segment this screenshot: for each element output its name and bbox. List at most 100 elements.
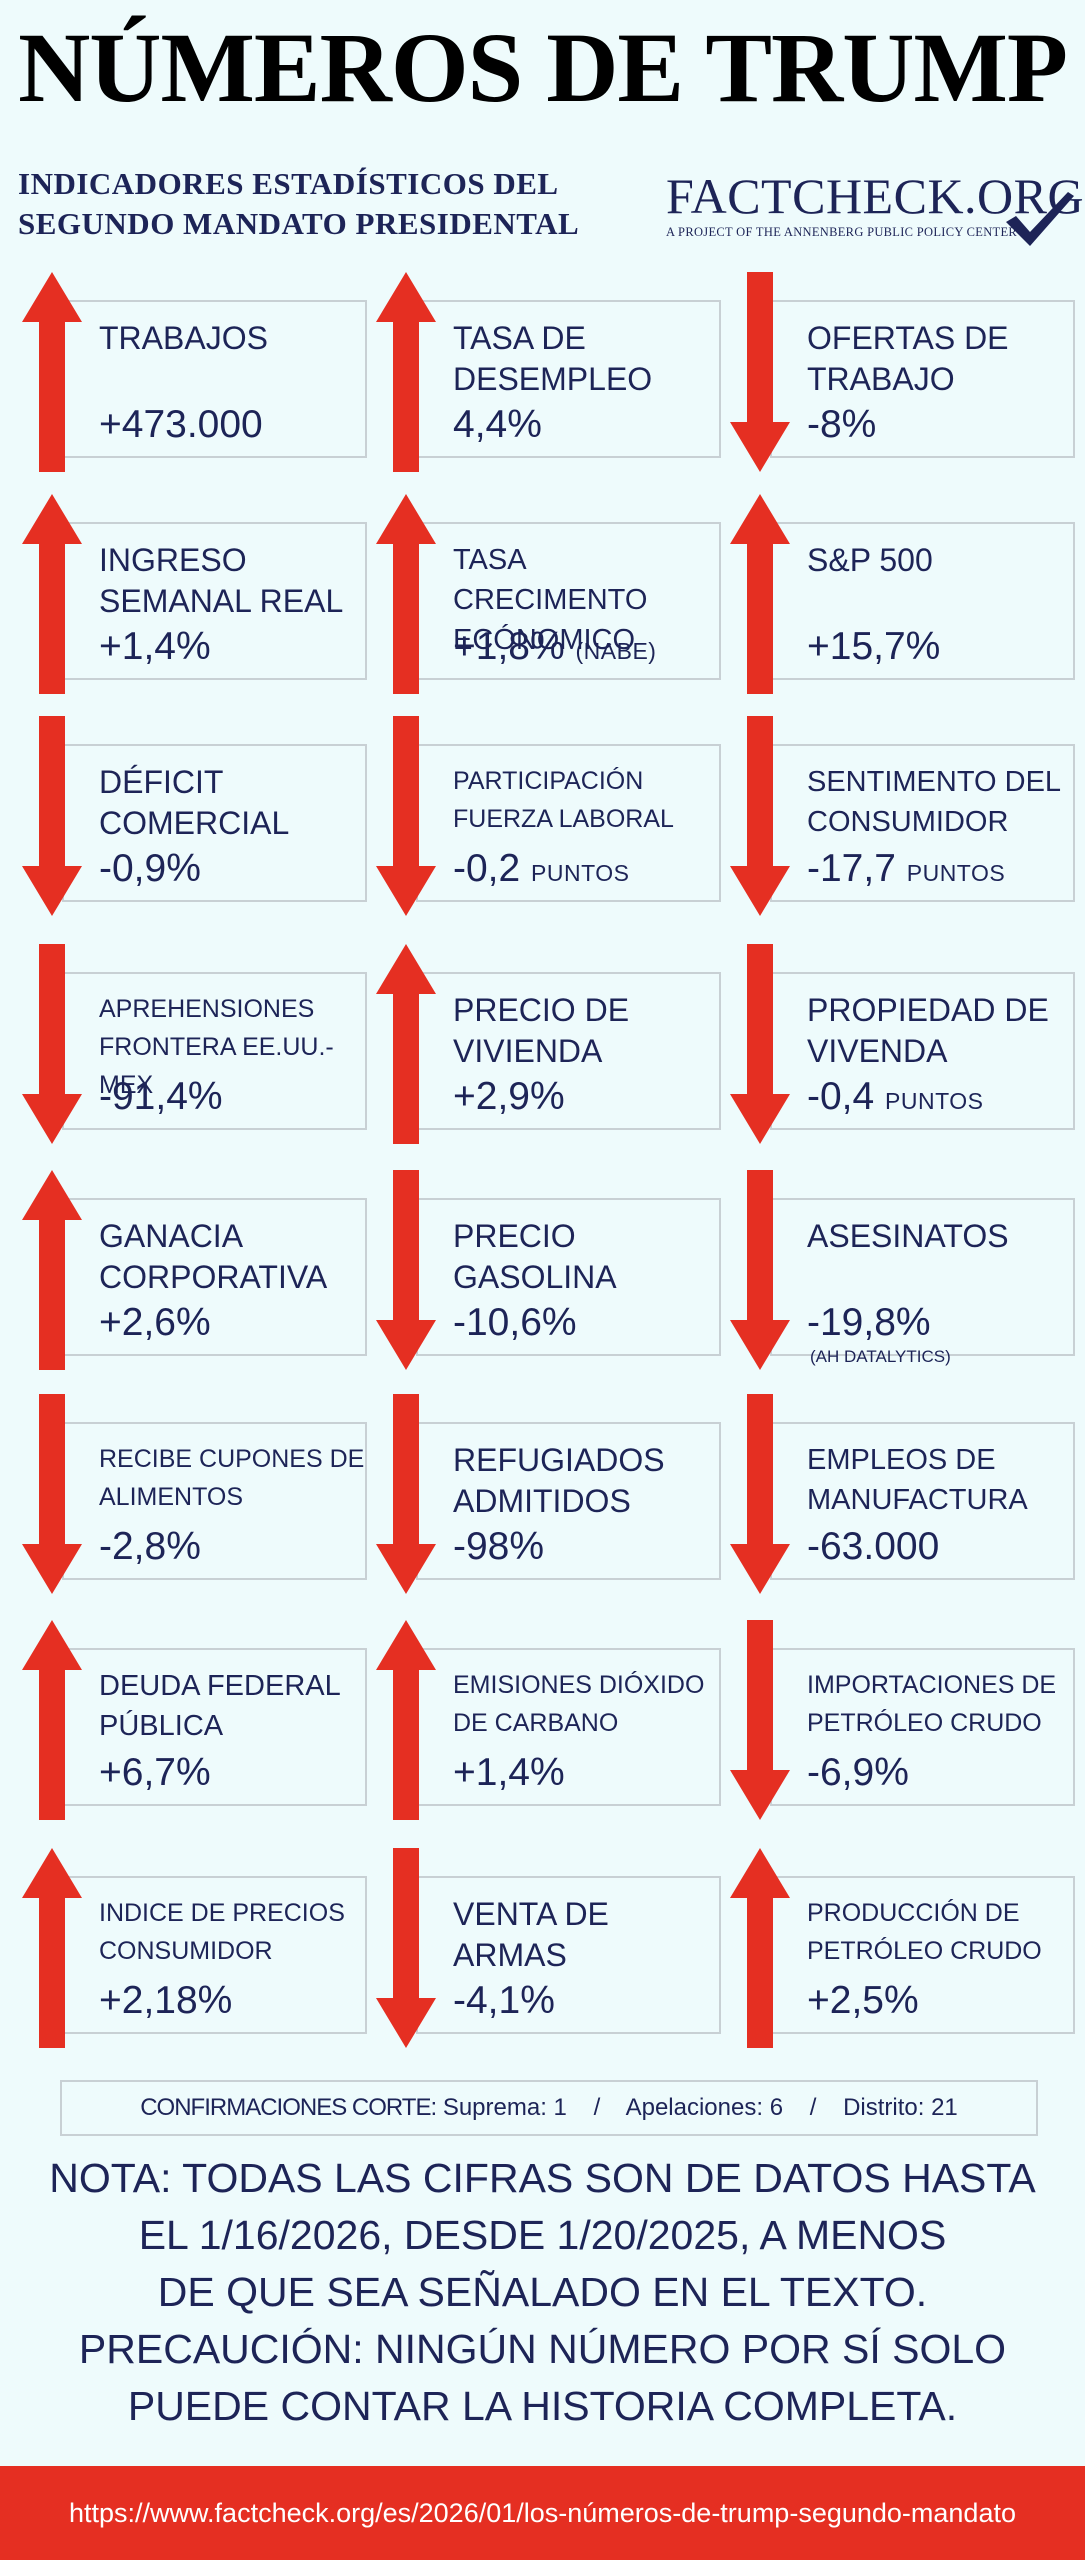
indicator-box xyxy=(416,1876,721,2034)
indicator-unit-note: PUNTOS xyxy=(885,1088,984,1114)
checkmark-icon xyxy=(1006,192,1074,246)
indicator-value-number: -8% xyxy=(807,403,877,446)
indicator-value-number: +1,4% xyxy=(453,1751,565,1794)
indicator-value: +15,7% xyxy=(807,624,940,670)
indicator-label: TRABAJOS xyxy=(99,320,268,356)
indicator-value: +1,8% (NABE) xyxy=(453,624,656,674)
indicator-box xyxy=(416,1648,721,1806)
indicator-value-number: +15,7% xyxy=(807,625,941,668)
indicator-value-number: -0,9% xyxy=(99,847,201,890)
indicator-card: INDICE DE PRECIOS CONSUMIDOR +2,18% xyxy=(12,1848,367,2048)
indicator-value-number: -17,7 xyxy=(807,847,896,890)
indicator-value-number: +2,9% xyxy=(453,1075,565,1118)
arrow-up-icon xyxy=(22,272,82,472)
arrow-up-icon xyxy=(376,494,436,694)
indicator-value: +1,4% xyxy=(453,1750,565,1796)
indicator-value: 4,4% xyxy=(453,402,542,448)
arrow-down-icon xyxy=(730,1170,790,1370)
indicator-label: IMPORTACIONES DE PETRÓLEO CRUDO xyxy=(807,1671,1057,1737)
indicator-box xyxy=(62,300,367,458)
indicator-value: -0,9% xyxy=(99,846,201,892)
indicator-value: +2,18% xyxy=(99,1978,232,2024)
arrow-down-icon xyxy=(376,1394,436,1594)
indicator-box xyxy=(62,1198,367,1356)
indicator-value: +2,6% xyxy=(99,1300,211,1346)
indicator-card: RECIBE CUPONES DE ALIMENTOS -2,8% xyxy=(12,1394,367,1594)
arrow-up-icon xyxy=(376,1620,436,1820)
indicator-value-number: -6,9% xyxy=(807,1751,909,1794)
subtitle-line-2: SEGUNDO MANDATO PRESIDENTAL xyxy=(18,206,580,241)
indicator-label: SENTIMENTO DEL CONSUMIDOR xyxy=(807,766,1060,838)
indicator-label: EMISIONES DIÓXIDO DE CARBANO xyxy=(453,1671,705,1737)
footer-url-bar[interactable]: https://www.factcheck.org/es/2026/01/los… xyxy=(0,2466,1085,2560)
indicator-label: DEUDA FEDERAL PÚBLICA xyxy=(99,1670,340,1742)
indicator-value: -8% xyxy=(807,402,876,448)
indicator-value-number: +2,6% xyxy=(99,1301,211,1344)
indicator-label: S&P 500 xyxy=(807,542,933,578)
indicator-label: PARTICIPACIÓN FUERZA LABORAL xyxy=(453,767,674,833)
indicator-value: -6,9% xyxy=(807,1750,909,1796)
indicator-box xyxy=(62,744,367,902)
indicator-card: TASA CRECIMENTO ECÓNOMICO +1,8% (NABE) xyxy=(366,494,721,694)
indicator-card: IMPORTACIONES DE PETRÓLEO CRUDO -6,9% xyxy=(720,1620,1075,1820)
indicator-value-number: +2,18% xyxy=(99,1979,233,2022)
logo-tagline: A PROJECT OF THE ANNENBERG PUBLIC POLICY… xyxy=(666,225,1018,239)
indicator-value-number: +2,5% xyxy=(807,1979,919,2022)
indicator-unit-note: (NABE) xyxy=(575,638,657,664)
indicator-value: -19,8% xyxy=(807,1300,931,1346)
indicator-value: -2,8% xyxy=(99,1524,201,1570)
confirmations-supreme: Suprema: 1 xyxy=(442,2094,567,2121)
indicator-label: TASA CRECIMENTO ECÓNOMICO xyxy=(453,544,648,656)
confirmations-appeals: Apelaciones: 6 xyxy=(625,2094,784,2121)
confirmations-district: Distrito: 21 xyxy=(843,2094,958,2121)
subtitle-line-1: INDICADORES ESTADÍSTICOS DEL xyxy=(18,166,559,201)
arrow-down-icon xyxy=(22,1394,82,1594)
indicator-label: INDICE DE PRECIOS CONSUMIDOR xyxy=(99,1899,345,1965)
footnote-line-4: PRECAUCIÓN: NINGÚN NÚMERO POR SÍ SOLO xyxy=(78,2326,1007,2372)
indicator-box xyxy=(770,300,1075,458)
indicator-box xyxy=(416,1198,721,1356)
arrow-up-icon xyxy=(730,494,790,694)
indicator-value-number: -91,4% xyxy=(99,1075,223,1118)
indicator-value: -91,4% xyxy=(99,1074,223,1120)
indicator-value-number: -4,1% xyxy=(453,1979,555,2022)
footnote-line-3: DE QUE SEA SEÑALADO EN EL TEXTO. xyxy=(157,2269,928,2315)
confirmations-label: CONFIRMACIONES CORTE: xyxy=(140,2094,437,2121)
footer-url[interactable]: https://www.factcheck.org/es/2026/01/los… xyxy=(69,2498,1016,2528)
indicator-box xyxy=(62,522,367,680)
arrow-down-icon xyxy=(730,716,790,916)
indicator-label: GANACIA CORPORATIVA xyxy=(99,1218,328,1295)
indicator-box xyxy=(416,744,721,902)
indicator-label: APREHENSIONES FRONTERA EE.UU.-MEX xyxy=(99,995,334,1099)
separator: / xyxy=(809,2094,817,2121)
footnote-line-5: PUEDE CONTAR LA HISTORIA COMPLETA. xyxy=(127,2383,958,2429)
arrow-up-icon xyxy=(22,1848,82,2048)
indicator-value: -4,1% xyxy=(453,1978,555,2024)
indicator-value-number: -10,6% xyxy=(453,1301,577,1344)
separator: / xyxy=(593,2094,601,2121)
arrow-down-icon xyxy=(730,944,790,1144)
indicator-card: TRABAJOS +473.000 xyxy=(12,272,367,472)
indicator-card: PRODUCCIÓN DE PETRÓLEO CRUDO +2,5% xyxy=(720,1848,1075,2048)
arrow-down-icon xyxy=(730,272,790,472)
indicator-card: PRECIO DE VIVIENDA +2,9% xyxy=(366,944,721,1144)
indicator-label: PROPIEDAD DE VIVENDA xyxy=(807,992,1049,1069)
indicator-card: S&P 500 +15,7% xyxy=(720,494,1075,694)
indicator-value-number: +1,8% xyxy=(453,625,565,668)
indicator-label: TASA DE DESEMPLEO xyxy=(453,320,653,397)
footnote-line-2: EL 1/16/2026, DESDE 1/20/2025, A MENOS xyxy=(138,2212,947,2258)
indicator-label: RECIBE CUPONES DE ALIMENTOS xyxy=(99,1445,365,1511)
indicator-unit-note: PUNTOS xyxy=(906,860,1006,886)
indicator-value: +2,9% xyxy=(453,1074,565,1120)
indicator-unit-note: PUNTOS xyxy=(531,860,630,886)
arrow-down-icon xyxy=(730,1394,790,1594)
arrow-down-icon xyxy=(376,1170,436,1370)
arrow-up-icon xyxy=(22,494,82,694)
indicator-card: DEUDA FEDERAL PÚBLICA +6,7% xyxy=(12,1620,367,1820)
court-confirmations: CONFIRMACIONES CORTE: Suprema: 1 / Apela… xyxy=(60,2080,1038,2136)
indicator-value: -0,4 PUNTOS xyxy=(807,1074,983,1124)
page-title: NÚMEROS DE TRUMP xyxy=(18,12,1068,123)
arrow-down-icon xyxy=(376,716,436,916)
indicator-label: EMPLEOS DE MANUFACTURA xyxy=(807,1444,1028,1516)
indicator-card: APREHENSIONES FRONTERA EE.UU.-MEX -91,4% xyxy=(12,944,367,1144)
